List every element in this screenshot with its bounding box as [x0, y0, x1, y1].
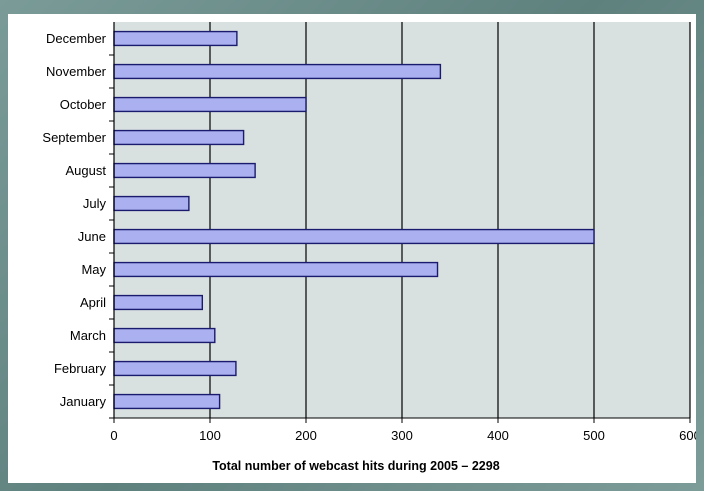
bar-february — [113, 360, 237, 377]
bar-may — [113, 261, 439, 278]
x-tick-label: 600 — [679, 428, 696, 443]
bar-july — [113, 195, 190, 212]
bar-june — [113, 228, 595, 245]
bar-chart: 0 100 200 300 400 500 600 January February March A… — [42, 22, 701, 473]
y-tick-label: March — [70, 328, 106, 343]
axes — [109, 22, 691, 423]
chart-panel: 0 100 200 300 400 500 600 January February March A… — [8, 14, 701, 483]
y-tick-label: April — [80, 295, 106, 310]
labels: 0 100 200 300 400 500 600 January February March A… — [42, 31, 700, 443]
y-tick-label: August — [66, 163, 107, 178]
y-tick-label: October — [60, 97, 107, 112]
bar-december — [113, 30, 238, 47]
y-tick-label: November — [46, 64, 107, 79]
y-tick-label: September — [42, 130, 106, 145]
x-tick-label: 200 — [295, 428, 317, 443]
bar-november — [113, 63, 442, 80]
y-tick-label: February — [54, 361, 107, 376]
y-tick-label: July — [83, 196, 107, 211]
y-tick-label: June — [78, 229, 106, 244]
gridlines — [209, 22, 691, 418]
bar-october — [113, 96, 307, 113]
bar-august — [113, 162, 256, 179]
x-tick-label: 100 — [199, 428, 221, 443]
bar-january — [113, 393, 221, 410]
x-tick-label: 300 — [391, 428, 413, 443]
bar-april — [113, 294, 204, 311]
x-axis-title: Total number of webcast hits during 2005… — [212, 459, 499, 473]
y-tick-label: January — [60, 394, 107, 409]
x-tick-label: 500 — [583, 428, 605, 443]
bar-march — [113, 327, 216, 344]
y-tick-label: May — [81, 262, 106, 277]
x-tick-label: 400 — [487, 428, 509, 443]
y-tick-label: December — [46, 31, 107, 46]
bar-september — [113, 129, 245, 146]
x-tick-label: 0 — [110, 428, 117, 443]
